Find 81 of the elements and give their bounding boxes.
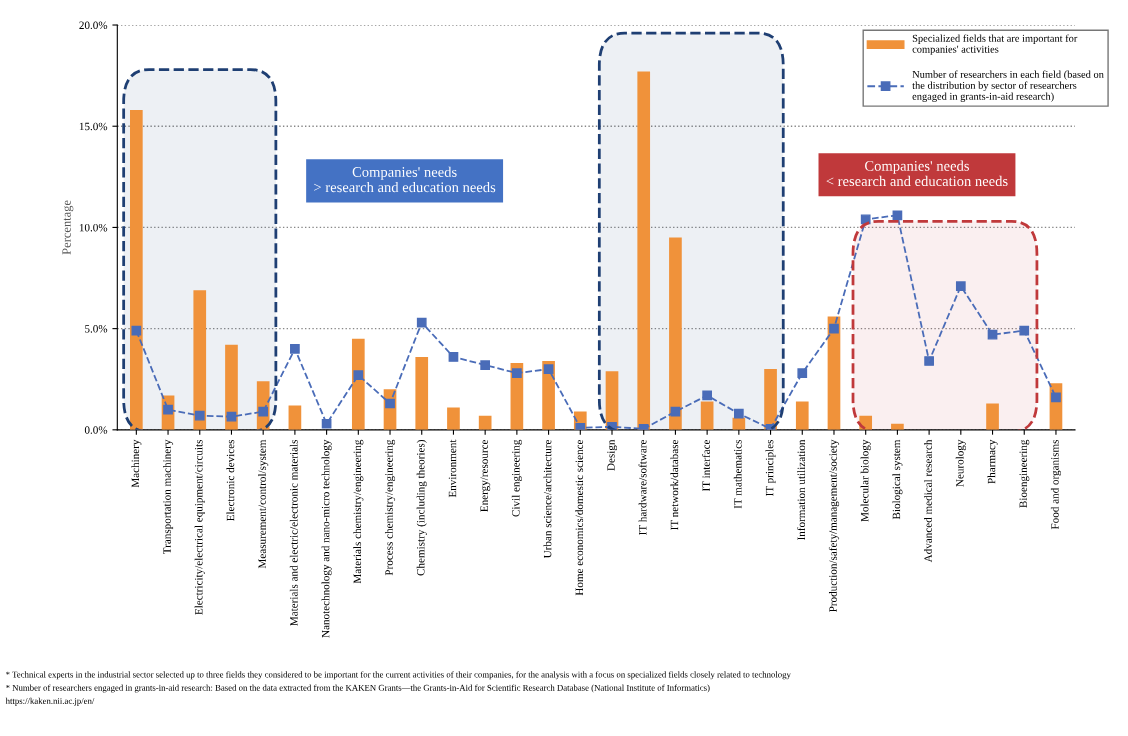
- point: [924, 356, 934, 366]
- point: [416, 317, 427, 328]
- point: [987, 329, 998, 340]
- bar: [447, 407, 460, 430]
- point: [448, 352, 459, 362]
- text: * Number of researchers engaged in grants-in-aid research: Based on the data extracted from the KAKEN Grants—the Grants-in-Aid for Scientific Research Database (National Institute of Informatics): [6, 684, 710, 693]
- x-tick-label: Electronic devices: [226, 439, 235, 521]
- x-tick-label: Neurology: [955, 439, 966, 487]
- point: [194, 410, 205, 421]
- x-tick-label: Nanotechnology and nano-micro technology: [321, 439, 332, 638]
- point: [226, 411, 237, 422]
- x-tick-label: Production/safety/management/society: [828, 439, 840, 613]
- x-tick-label: Materials chemistry/engineering: [353, 439, 364, 584]
- legend-label: Number of researchers in each field (based on the distribution by sector of researchers engaged in grants-in-aid research): [912, 70, 1104, 102]
- bar: [478, 415, 492, 430]
- bar: [764, 369, 777, 430]
- point: [733, 408, 744, 419]
- bar: [225, 344, 238, 430]
- point: [797, 368, 808, 379]
- x-tick-label: IT interface: [701, 439, 710, 492]
- x-tick-label: Biological system: [892, 439, 903, 520]
- y-axis-title: Percentage: [62, 200, 74, 255]
- point: [512, 368, 522, 379]
- x-tick-label: Environment: [448, 439, 457, 498]
- y-tick-label: 10.0%: [79, 223, 108, 232]
- point: [353, 370, 364, 381]
- x-tick-label: Process chemistry/engineering: [384, 439, 396, 576]
- legend-label: Specialized fields that are important for companies' activities: [912, 34, 1078, 55]
- point: [543, 364, 554, 374]
- point: [131, 325, 142, 336]
- point: [480, 360, 491, 370]
- x-tick-label: Chemistry (including theories): [416, 440, 427, 576]
- bar: [193, 290, 207, 430]
- point: [258, 406, 269, 417]
- x-tick-label: IT principles: [765, 439, 776, 497]
- y-tick-label: 5.0%: [85, 325, 108, 333]
- bar: [827, 316, 841, 430]
- point: [385, 398, 395, 409]
- annotation: Companies' needs > research and education needs: [314, 166, 496, 193]
- x-tick-label: Materials and electric/electronic materials: [289, 439, 298, 626]
- text: https://kaken.nii.ac.jp/en/: [5, 697, 95, 706]
- bar: [130, 110, 143, 430]
- x-tick-label: Electricity/electrical equipment/circuits: [194, 439, 205, 615]
- point: [290, 344, 300, 354]
- point: [1019, 325, 1030, 336]
- point: [892, 210, 903, 221]
- x-tick-label: Molecular biology: [860, 439, 871, 522]
- x-tick-label: Machinery: [131, 439, 142, 488]
- bar: [288, 405, 302, 430]
- x-tick-label: Bioengineering: [1019, 439, 1030, 508]
- x-tick-label: IT mathematics: [733, 439, 742, 509]
- point: [1051, 392, 1061, 403]
- x-tick-label: Food and organisms: [1050, 439, 1062, 530]
- x-tick-label: IT network/database: [670, 439, 679, 530]
- point: [702, 390, 712, 401]
- y-tick-label: 0.0%: [84, 426, 108, 434]
- x-tick-label: Urban science/architecture: [543, 439, 552, 559]
- x-tick-label: IT hardware/software: [638, 439, 647, 535]
- x-tick-label: Civil engineering: [511, 439, 522, 517]
- text: * Technical experts in the industrial sector selected up to three fields they considered to be important for the current activities of their companies, for the analysis with a focus on specialized fields closely related to technology: [6, 671, 791, 680]
- annotation: Companies' needs < research and education needs: [826, 160, 1008, 187]
- x-tick-label: Design: [607, 439, 618, 471]
- point: [955, 281, 966, 291]
- x-tick-label: Pharmacy: [987, 439, 998, 484]
- bar: [986, 403, 999, 430]
- bar: [415, 356, 429, 430]
- y-tick-label: 20.0%: [79, 21, 108, 30]
- bar: [351, 338, 365, 430]
- x-tick-label: Energy/resource: [480, 439, 491, 512]
- bar: [637, 71, 651, 430]
- x-tick-label: Transportation machinery: [163, 439, 174, 555]
- x-tick-label: Information utilization: [797, 439, 806, 541]
- point: [321, 418, 332, 429]
- point: [829, 323, 839, 334]
- y-tick-label: 15.0%: [79, 122, 108, 131]
- bar: [700, 401, 714, 430]
- x-tick-label: Advanced medical research: [924, 439, 932, 563]
- bar: [795, 401, 809, 430]
- x-tick-label: Measurement/control/system: [258, 439, 269, 569]
- bar: [669, 237, 682, 430]
- x-tick-label: Home economics/domestic science: [575, 439, 584, 596]
